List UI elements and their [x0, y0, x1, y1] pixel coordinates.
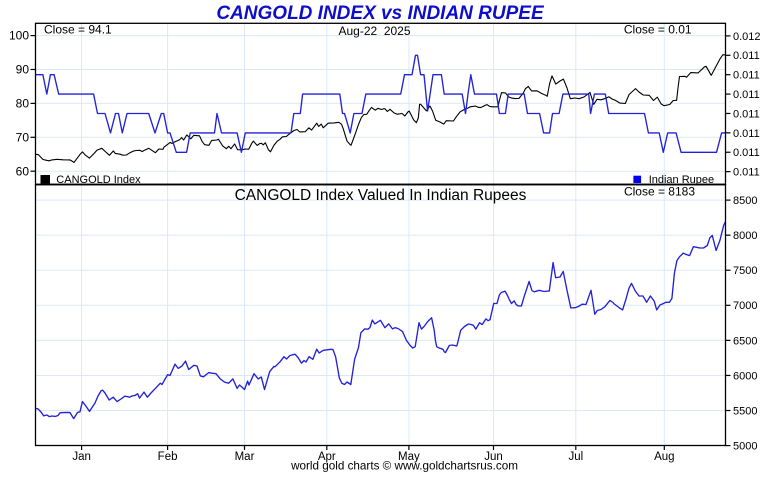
svg-text:world gold charts © www.goldch: world gold charts © www.goldchartsrus.co… [290, 460, 518, 473]
svg-text:Mar: Mar [235, 451, 255, 463]
svg-text:0.011: 0.011 [733, 89, 760, 101]
svg-text:Aug: Aug [654, 451, 674, 463]
svg-text:60: 60 [16, 164, 30, 178]
svg-text:0.011: 0.011 [733, 147, 760, 159]
svg-text:Jul: Jul [568, 451, 583, 463]
svg-text:Apr: Apr [318, 451, 336, 463]
svg-text:Aug-22 2025: Aug-22 2025 [338, 24, 410, 38]
svg-text:CANGOLD INDEX vs INDIAN RUPEE: CANGOLD INDEX vs INDIAN RUPEE [216, 3, 545, 24]
svg-text:8000: 8000 [733, 230, 757, 242]
svg-text:8500: 8500 [733, 195, 757, 207]
svg-text:May: May [398, 451, 420, 463]
svg-text:7000: 7000 [733, 300, 757, 312]
svg-text:0.011: 0.011 [733, 108, 760, 120]
svg-text:Jun: Jun [484, 451, 503, 463]
svg-text:0.011: 0.011 [733, 50, 760, 62]
svg-text:Close = 0.01: Close = 0.01 [624, 23, 692, 37]
svg-text:CANGOLD Index Valued In Indian: CANGOLD Index Valued In Indian Rupees [235, 187, 527, 204]
svg-text:100: 100 [9, 29, 29, 43]
svg-text:0.011: 0.011 [733, 70, 760, 82]
svg-text:90: 90 [16, 63, 30, 77]
svg-text:0.012: 0.012 [733, 31, 760, 43]
svg-text:6000: 6000 [733, 370, 757, 382]
svg-text:5500: 5500 [733, 405, 757, 417]
svg-text:Close = 94.1: Close = 94.1 [44, 23, 112, 37]
svg-text:70: 70 [16, 130, 30, 144]
svg-text:Indian Rupee: Indian Rupee [649, 174, 714, 186]
svg-text:0.011: 0.011 [733, 128, 760, 140]
svg-text:0.011: 0.011 [733, 167, 760, 179]
svg-text:80: 80 [16, 97, 30, 111]
svg-text:CANGOLD Index: CANGOLD Index [56, 174, 141, 186]
svg-text:7500: 7500 [733, 265, 757, 277]
svg-text:6500: 6500 [733, 335, 757, 347]
svg-text:Feb: Feb [158, 451, 178, 463]
svg-text:Close = 8183: Close = 8183 [624, 185, 695, 199]
svg-text:5000: 5000 [733, 440, 757, 452]
svg-text:Jan: Jan [72, 451, 91, 463]
